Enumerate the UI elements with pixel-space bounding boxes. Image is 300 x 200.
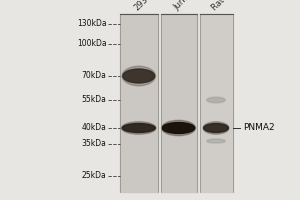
Text: Jurkat: Jurkat xyxy=(172,0,196,12)
Ellipse shape xyxy=(206,97,226,104)
Ellipse shape xyxy=(122,123,155,132)
Ellipse shape xyxy=(161,120,196,136)
Ellipse shape xyxy=(206,138,226,144)
Ellipse shape xyxy=(123,69,155,83)
Ellipse shape xyxy=(207,98,225,102)
Text: PNMA2: PNMA2 xyxy=(243,123,274,132)
Text: 55kDa: 55kDa xyxy=(82,96,106,104)
Text: Rat brain: Rat brain xyxy=(210,0,243,12)
Text: 293T: 293T xyxy=(132,0,154,12)
Text: 70kDa: 70kDa xyxy=(82,72,106,80)
Ellipse shape xyxy=(207,139,225,143)
Bar xyxy=(120,14,158,192)
Ellipse shape xyxy=(122,66,155,86)
Ellipse shape xyxy=(122,122,156,134)
Ellipse shape xyxy=(204,123,228,132)
Text: 40kDa: 40kDa xyxy=(82,123,106,132)
Text: 130kDa: 130kDa xyxy=(77,20,106,28)
Text: 100kDa: 100kDa xyxy=(77,40,106,48)
Ellipse shape xyxy=(203,122,229,134)
Ellipse shape xyxy=(162,122,195,134)
Text: 35kDa: 35kDa xyxy=(82,140,106,148)
Bar xyxy=(160,14,196,192)
Bar xyxy=(200,14,232,192)
Text: 25kDa: 25kDa xyxy=(82,171,106,180)
